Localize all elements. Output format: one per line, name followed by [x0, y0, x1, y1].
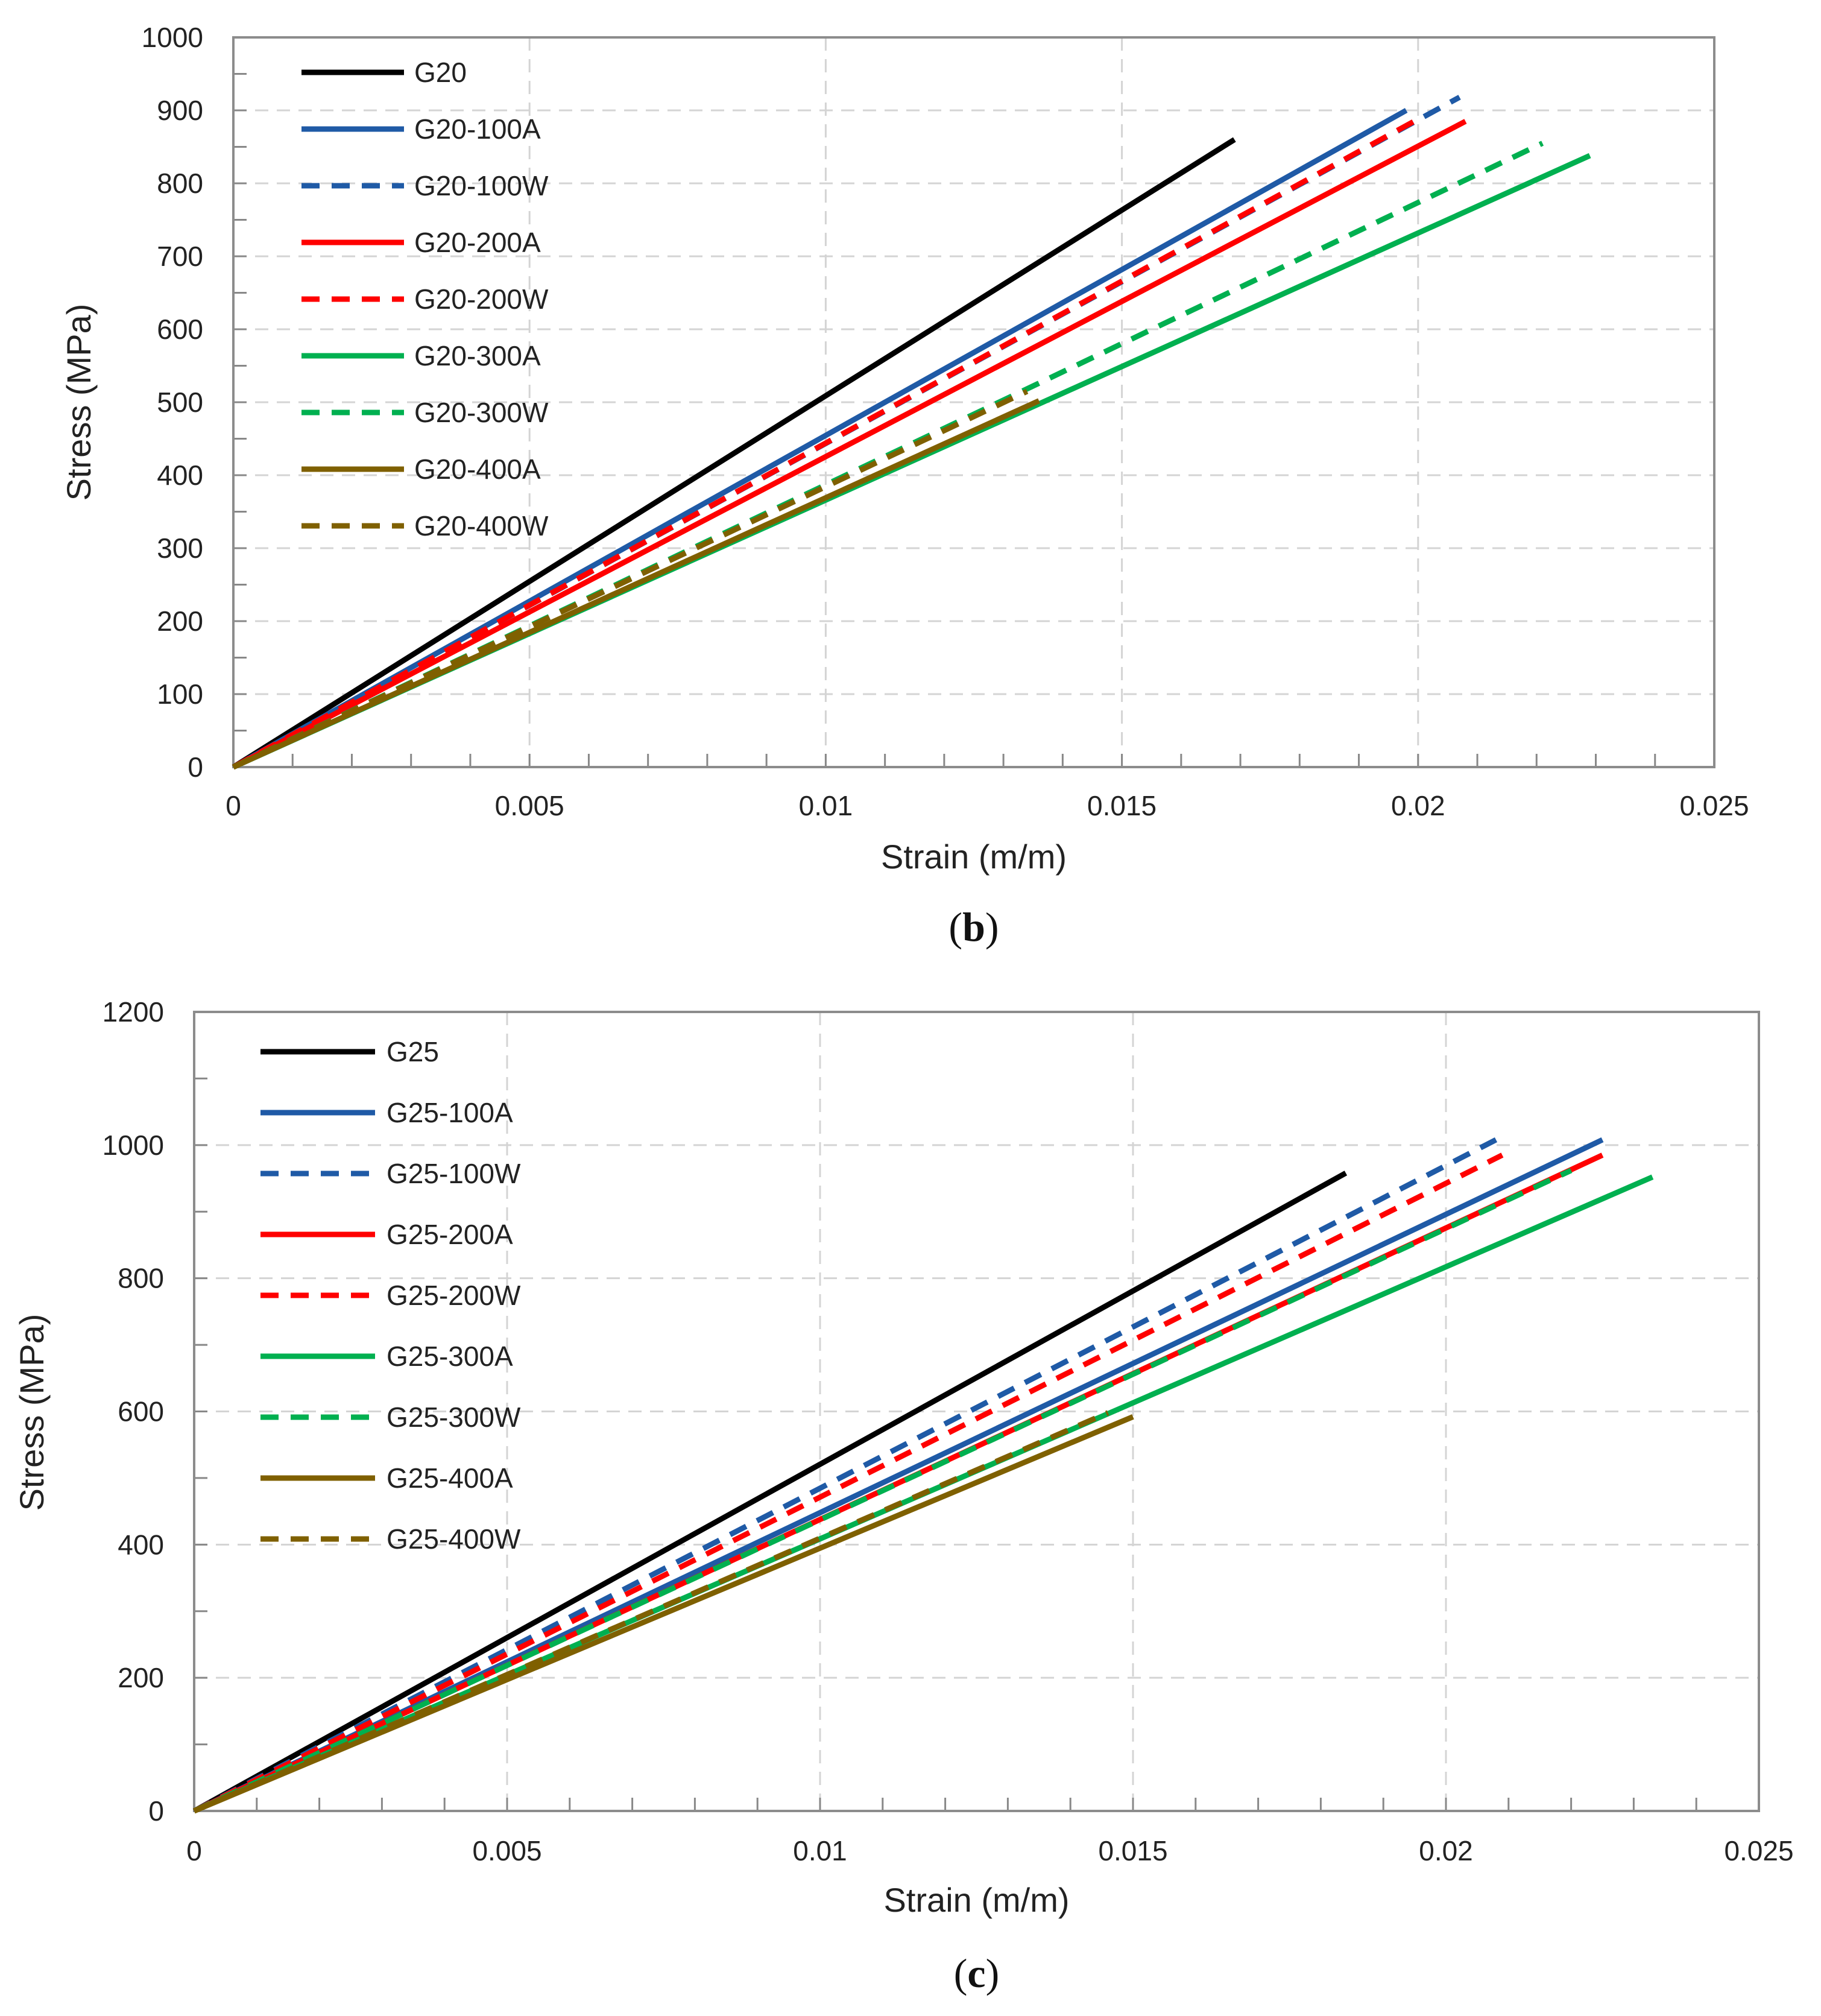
legend-label: G20-400A	[414, 453, 541, 485]
chart-b: 0 0.005 0.01 0.015 0.02 0.025 0 100 200 300 400 500…	[60, 22, 1749, 950]
series-line-g20-400w	[232, 388, 1029, 770]
x-tick-label: 0.015	[1087, 790, 1157, 821]
y-tick-label: 600	[118, 1396, 164, 1427]
y-tick-label: 800	[118, 1263, 164, 1294]
y-tick-label: 500	[157, 387, 203, 418]
legend-label: G25	[387, 1036, 439, 1067]
y-tick-label: 1200	[103, 996, 164, 1028]
legend-label: G25-400A	[387, 1462, 513, 1494]
series-line-g20-100a	[232, 108, 1408, 769]
caption-close: )	[985, 904, 999, 950]
legend-label: G25-200A	[387, 1219, 513, 1250]
x-tick-label: 0.005	[472, 1835, 541, 1866]
legend-label: G20-400W	[414, 510, 549, 542]
legend-label: G20-300A	[414, 340, 541, 371]
legend-label: G20-300W	[414, 397, 549, 428]
series-line-g20-200a	[232, 119, 1467, 769]
series-line-g25-400a	[193, 1414, 1134, 1814]
x-tick-label: 0.02	[1419, 1835, 1473, 1866]
x-tick-label: 0.02	[1391, 790, 1445, 821]
chart-c: 0 0.005 0.01 0.015 0.02 0.025 0 200 400 600 800 100…	[13, 996, 1794, 1996]
legend-label: G20-200W	[414, 283, 549, 315]
legend-label: G20	[414, 57, 467, 88]
series-group	[232, 95, 1591, 770]
y-tick-label: 700	[157, 241, 203, 272]
plot-frame	[232, 36, 1715, 768]
legend-label: G25-300W	[387, 1401, 521, 1433]
y-tick-label: 1000	[103, 1130, 164, 1161]
y-tick-label: 300	[157, 532, 203, 564]
caption-letter: c	[967, 1950, 985, 1996]
legend-label: G20-100W	[414, 170, 549, 201]
figure-caption: (b)	[948, 904, 999, 950]
y-tick-label: 1000	[142, 22, 203, 53]
caption-open: (	[948, 904, 962, 950]
legend-label: G20-200A	[414, 227, 541, 258]
minor-ticks	[232, 36, 1715, 768]
series-line-g25-300w	[193, 1168, 1573, 1814]
x-axis-title: Strain (m/m)	[884, 1881, 1070, 1919]
y-tick-label: 400	[118, 1529, 164, 1560]
y-tick-label: 100	[157, 678, 203, 710]
x-tick-label: 0	[186, 1835, 202, 1866]
legend-label: G25-200W	[387, 1280, 521, 1311]
x-tick-label: 0.025	[1679, 790, 1749, 821]
x-tick-label: 0.01	[799, 790, 853, 821]
caption-letter: b	[962, 904, 985, 950]
x-tick-label: 0.025	[1724, 1835, 1793, 1866]
minor-ticks	[193, 1011, 1760, 1812]
series-line-g20-400a	[232, 398, 1040, 770]
legend-label: G25-400W	[387, 1523, 521, 1555]
caption-open: (	[954, 1950, 968, 1996]
y-tick-label: 600	[157, 314, 203, 345]
y-tick-label: 200	[157, 605, 203, 637]
y-tick-label: 0	[148, 1795, 164, 1827]
series-line-g20	[232, 137, 1236, 769]
legend: G25 G25-100A G25-100W G25-200A G25-200W G25-3…	[260, 1036, 521, 1555]
y-axis-title: Stress (MPa)	[60, 304, 98, 501]
legend-label: G25-100A	[387, 1097, 513, 1128]
x-tick-label: 0.005	[495, 790, 564, 821]
x-tick-label: 0.01	[793, 1835, 847, 1866]
y-tick-label: 400	[157, 460, 203, 491]
legend-label: G25-300A	[387, 1341, 513, 1372]
x-tick-label: 0.015	[1098, 1835, 1167, 1866]
y-tick-label: 900	[157, 95, 203, 126]
x-tick-label: 0	[226, 790, 241, 821]
y-axis-title: Stress (MPa)	[13, 1314, 51, 1511]
legend: G20 G20-100A G20-100W G20-200A G20-200W G20-3…	[301, 57, 549, 542]
legend-label: G20-100A	[414, 113, 541, 145]
caption-close: )	[986, 1950, 1000, 1996]
y-tick-label: 800	[157, 168, 203, 199]
series-line-g25	[192, 1171, 1348, 1813]
legend-label: G25-100W	[387, 1158, 521, 1189]
series-line-g20-200w	[232, 116, 1419, 769]
figure-caption: (c)	[954, 1950, 1000, 1996]
series-group	[192, 1137, 1654, 1814]
plot-frame	[193, 1011, 1760, 1812]
series-line-g25-400w	[193, 1410, 1109, 1814]
y-tick-label: 0	[188, 751, 203, 783]
y-tick-label: 200	[118, 1662, 164, 1693]
x-axis-title: Strain (m/m)	[881, 838, 1067, 876]
series-line-g25-100w	[192, 1137, 1498, 1813]
series-line-g25-200w	[192, 1152, 1504, 1814]
